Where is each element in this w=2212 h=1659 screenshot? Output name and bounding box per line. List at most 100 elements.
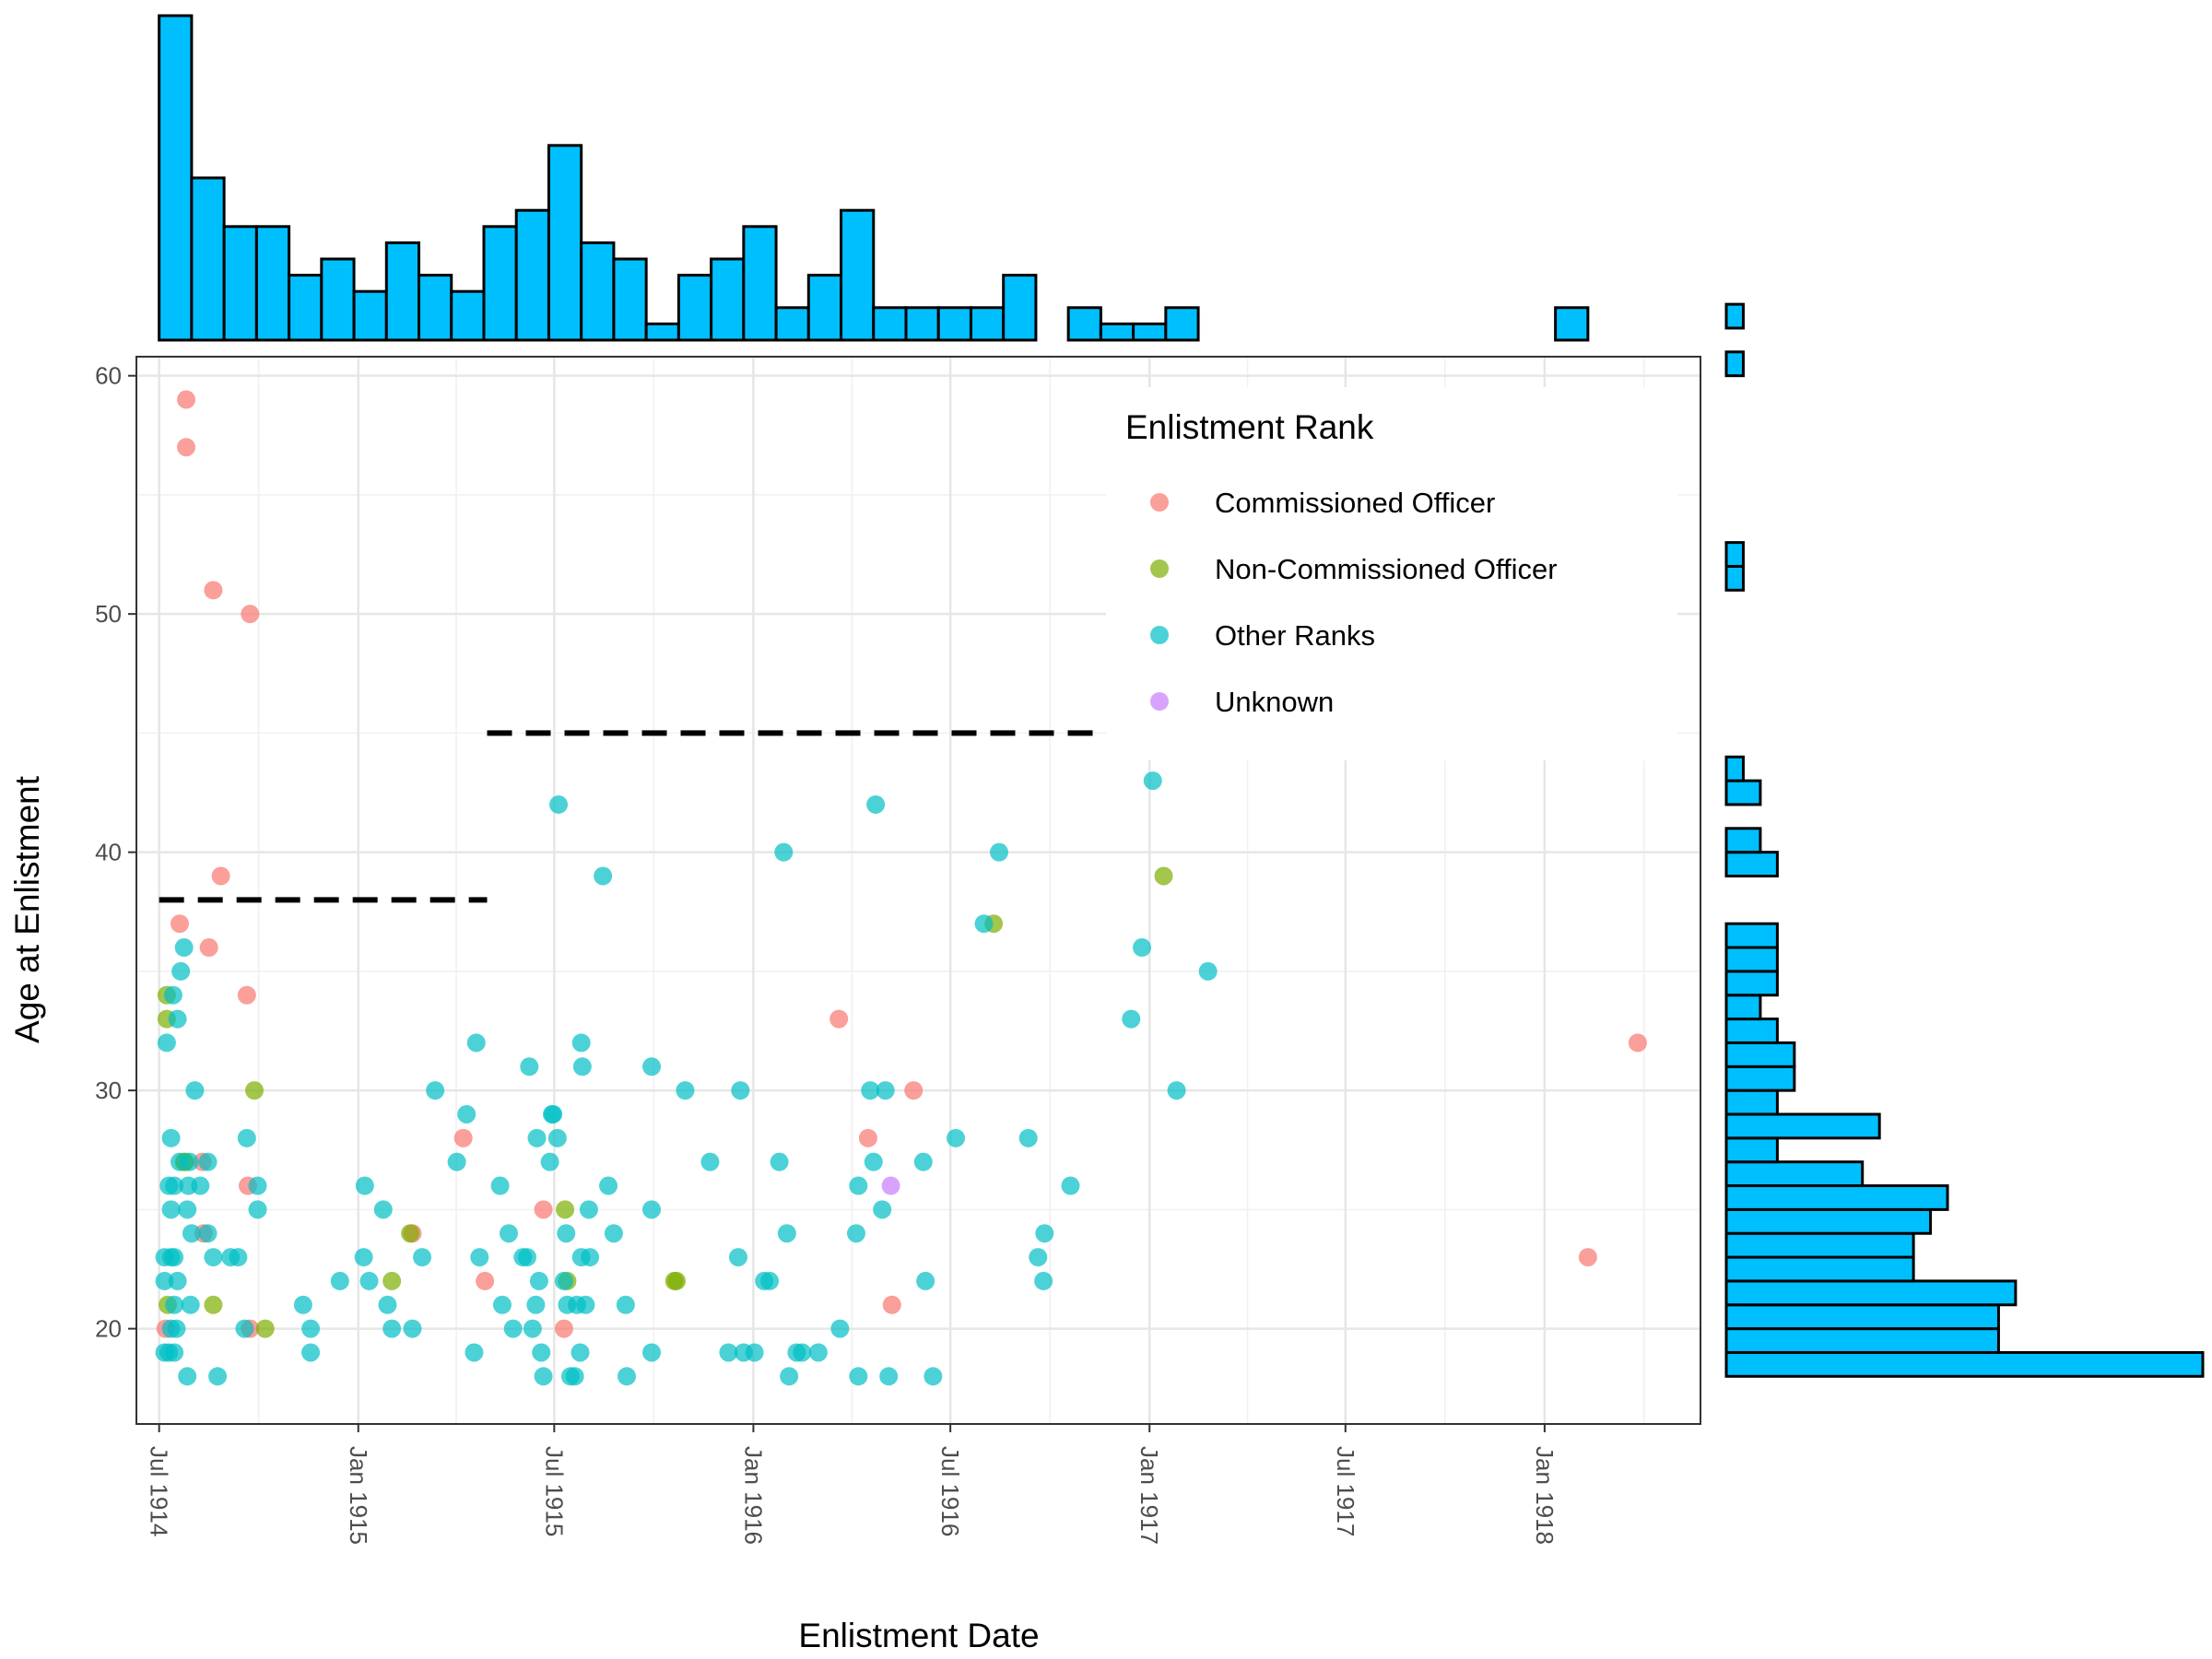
data-point bbox=[924, 1367, 943, 1386]
right-histogram-bar bbox=[1724, 541, 1745, 568]
data-point bbox=[168, 1009, 187, 1029]
data-point bbox=[177, 390, 196, 409]
data-point bbox=[1578, 1248, 1597, 1267]
legend-title: Enlistment Rank bbox=[1125, 408, 1374, 446]
right-histogram-bar bbox=[1724, 1088, 1779, 1116]
data-point bbox=[466, 1033, 486, 1053]
y-tick-label: 60 bbox=[95, 362, 122, 390]
top-histogram-bar bbox=[288, 274, 324, 342]
data-point bbox=[526, 1295, 546, 1314]
right-histogram-bar bbox=[1724, 1303, 2000, 1331]
data-point bbox=[534, 1200, 553, 1219]
data-point bbox=[470, 1248, 489, 1267]
data-point bbox=[499, 1224, 518, 1243]
data-point bbox=[849, 1367, 868, 1386]
data-point bbox=[248, 1176, 267, 1195]
data-point bbox=[355, 1176, 374, 1195]
data-point bbox=[476, 1271, 495, 1290]
data-point bbox=[167, 1319, 186, 1338]
data-point bbox=[760, 1271, 780, 1290]
top-histogram-bar bbox=[872, 306, 908, 342]
top-histogram bbox=[158, 14, 1590, 342]
x-tick-label: Jul 1914 bbox=[146, 1446, 173, 1536]
right-histogram-bar bbox=[1724, 1207, 1933, 1235]
data-point bbox=[204, 1248, 223, 1267]
top-histogram-bar bbox=[352, 289, 388, 342]
x-tick-label: Jan 1916 bbox=[739, 1446, 767, 1545]
right-histogram-bar bbox=[1724, 1160, 1865, 1188]
y-axis-title: Age at Enlistment bbox=[8, 775, 46, 1043]
data-point bbox=[881, 1176, 900, 1195]
data-point bbox=[182, 1224, 201, 1243]
legend-key-other-ranks bbox=[1150, 626, 1169, 644]
top-histogram-bar bbox=[547, 144, 583, 342]
data-point bbox=[1198, 961, 1218, 981]
data-point bbox=[540, 1152, 559, 1171]
data-point bbox=[490, 1176, 510, 1195]
data-point bbox=[245, 1081, 265, 1100]
data-point bbox=[879, 1367, 899, 1386]
data-point bbox=[770, 1152, 789, 1171]
data-point bbox=[1034, 1271, 1053, 1290]
data-point bbox=[378, 1295, 397, 1314]
data-point bbox=[198, 1224, 218, 1243]
data-point bbox=[572, 1057, 592, 1077]
data-point bbox=[330, 1271, 349, 1290]
top-histogram-bar bbox=[710, 257, 746, 342]
data-point bbox=[1029, 1248, 1048, 1267]
top-histogram-bar bbox=[482, 225, 518, 342]
data-point bbox=[527, 1128, 547, 1147]
data-point bbox=[517, 1248, 536, 1267]
right-histogram-bar bbox=[1724, 1231, 1915, 1259]
data-point bbox=[503, 1319, 523, 1338]
top-histogram-bar bbox=[612, 257, 648, 342]
data-point bbox=[163, 985, 182, 1005]
top-histogram-bar bbox=[450, 289, 486, 342]
top-histogram-bar bbox=[418, 274, 453, 342]
data-point bbox=[457, 1104, 477, 1124]
top-histogram-bar bbox=[1002, 274, 1038, 342]
x-tick-label: Jul 1916 bbox=[936, 1446, 964, 1536]
data-point bbox=[861, 1081, 880, 1100]
data-point bbox=[849, 1176, 868, 1195]
data-point bbox=[204, 1295, 223, 1314]
data-point bbox=[989, 842, 1008, 862]
data-point bbox=[199, 938, 218, 958]
data-point bbox=[359, 1271, 379, 1290]
data-point bbox=[241, 605, 260, 624]
data-point bbox=[1035, 1224, 1054, 1243]
data-point bbox=[185, 1081, 205, 1100]
data-point bbox=[581, 1248, 600, 1267]
legend-key-unknown bbox=[1150, 692, 1169, 711]
data-point bbox=[1628, 1033, 1647, 1053]
data-point bbox=[181, 1295, 200, 1314]
data-point bbox=[235, 1319, 254, 1338]
data-point bbox=[301, 1343, 321, 1362]
data-point bbox=[676, 1081, 695, 1100]
data-point bbox=[1061, 1176, 1080, 1195]
data-point bbox=[642, 1057, 662, 1077]
data-point bbox=[168, 1271, 187, 1290]
top-histogram-bar bbox=[904, 306, 940, 342]
right-histogram-bar bbox=[1724, 1184, 1949, 1211]
data-point bbox=[170, 914, 189, 934]
right-histogram-bar bbox=[1724, 851, 1779, 877]
data-point bbox=[178, 1367, 197, 1386]
top-histogram-bar bbox=[840, 208, 876, 342]
data-point bbox=[293, 1295, 312, 1314]
data-point bbox=[579, 1200, 598, 1219]
right-histogram-bar bbox=[1724, 755, 1745, 782]
data-point bbox=[165, 1176, 184, 1195]
y-tick-label: 50 bbox=[95, 600, 122, 628]
right-histogram-bar bbox=[1724, 1350, 2205, 1378]
top-histogram-bar bbox=[514, 208, 550, 342]
data-point bbox=[161, 1200, 181, 1219]
data-point bbox=[413, 1248, 432, 1267]
right-histogram-bar bbox=[1724, 564, 1745, 592]
data-point bbox=[447, 1152, 466, 1171]
x-tick-label: Jan 1918 bbox=[1531, 1446, 1559, 1545]
top-histogram-bar bbox=[1554, 306, 1590, 342]
top-histogram-bar bbox=[320, 257, 356, 342]
series-unknown bbox=[881, 1176, 900, 1195]
data-point bbox=[177, 438, 196, 457]
